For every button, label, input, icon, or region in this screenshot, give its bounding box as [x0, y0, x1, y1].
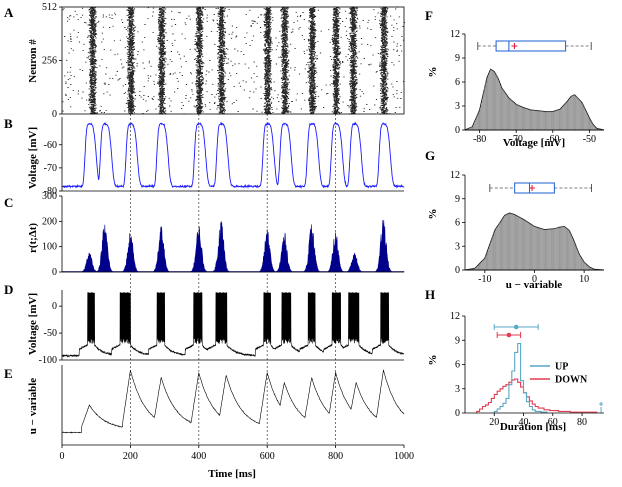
mean-dot-down	[506, 332, 512, 338]
panel-label-g: G	[425, 148, 435, 163]
ytick-label-b: -80	[44, 186, 57, 197]
step-hist-down	[476, 378, 598, 413]
xlabel-f: Voltage [mV]	[503, 137, 565, 149]
xtick-label-f: -80	[473, 134, 486, 145]
ytick-label-h: 3	[455, 384, 460, 395]
ylabel-c: r(t;Δt)	[27, 223, 39, 253]
voltage-trace-d	[61, 292, 405, 358]
voltage-trace-b	[61, 121, 405, 190]
xtick-label-h: 40	[519, 417, 529, 428]
ytick-label-f: 12	[450, 29, 460, 40]
panel-label-b: B	[4, 116, 13, 131]
ylabel-e: u − variable	[27, 378, 39, 434]
rate-area-c	[61, 220, 405, 273]
xlabel-h: Duration [ms]	[500, 421, 566, 433]
alignment-lines	[129, 114, 337, 445]
ylabel-d: Voltage [mV]	[27, 293, 39, 355]
xtick-label-h: 80	[577, 417, 587, 428]
extra-marker-up	[599, 402, 604, 406]
xtick-label-e: 400	[191, 451, 206, 462]
ylabel-h: %	[427, 355, 439, 366]
chart-marks	[61, 6, 605, 434]
ytick-label-h: 9	[455, 335, 460, 346]
panel-label-d: D	[4, 282, 13, 297]
ylabel-f: %	[427, 67, 439, 78]
panel-label-e: E	[4, 366, 13, 381]
ytick-label-g: 12	[450, 170, 460, 181]
ytick-label-f: 9	[455, 53, 460, 64]
ytick-label-c: 100	[42, 242, 57, 253]
ytick-label-a: 0	[52, 109, 57, 120]
ylabel-g: %	[427, 209, 439, 220]
legend-label-up: UP	[555, 362, 568, 373]
xtick-label-f: -50	[583, 134, 596, 145]
ytick-label-b: -70	[44, 163, 57, 174]
ytick-label-h: 6	[455, 360, 460, 371]
ytick-label-g: 3	[455, 241, 460, 252]
ytick-label-b: -60	[44, 140, 57, 151]
step-hist-up	[493, 342, 548, 413]
xtick-label-e: 800	[328, 451, 343, 462]
xtick-label-e: 600	[260, 451, 275, 462]
ytick-label-f: 6	[455, 77, 460, 88]
ytick-label-a: 256	[42, 56, 57, 67]
ylabel-a: Neuron #	[27, 39, 39, 83]
ytick-label-d: -50	[44, 328, 57, 339]
ytick-label-c: 0	[52, 267, 57, 278]
ytick-label-d: -100	[39, 355, 57, 366]
panel-label-f: F	[425, 8, 433, 23]
box-iqr-f	[495, 40, 567, 52]
xtick-label-f: -60	[546, 134, 559, 145]
ytick-label-f: 0	[455, 125, 460, 136]
ylabel-b: Voltage [mV]	[27, 127, 39, 189]
ytick-label-g: 0	[455, 265, 460, 276]
xtick-label-e: 1000	[394, 451, 414, 462]
xtick-label-g: -10	[478, 274, 491, 285]
ytick-label-f: 3	[455, 101, 460, 112]
panel-label-a: A	[4, 5, 14, 20]
box-mean-g	[529, 185, 536, 191]
u-trace-e	[62, 369, 405, 434]
panel-label-h: H	[425, 287, 435, 302]
raster-spikes	[62, 6, 406, 115]
chart-axes	[59, 6, 604, 448]
ytick-label-g: 6	[455, 218, 460, 229]
xtick-label-g: 0	[532, 274, 537, 285]
xlabel-g: u − variable	[506, 279, 562, 291]
ytick-label-c: 300	[42, 191, 57, 202]
xlabel-time: Time [ms]	[208, 468, 256, 480]
xtick-label-e: 200	[123, 451, 138, 462]
ytick-label-a: 512	[42, 2, 57, 13]
mean-dot-up	[513, 324, 519, 330]
xtick-label-g: 10	[579, 274, 589, 285]
xtick-label-h: 20	[489, 417, 499, 428]
panel-label-c: C	[4, 195, 13, 210]
box-mean-f	[511, 43, 518, 49]
ytick-label-c: 200	[42, 216, 57, 227]
xtick-label-f: -70	[510, 134, 523, 145]
ytick-label-h: 12	[450, 311, 460, 322]
legend-label-down: DOWN	[555, 375, 588, 386]
ytick-label-g: 9	[455, 194, 460, 205]
xtick-label-e: 0	[60, 451, 65, 462]
xtick-label-h: 60	[548, 417, 558, 428]
ytick-label-d: 0	[52, 301, 57, 312]
ytick-label-h: 0	[455, 408, 460, 419]
